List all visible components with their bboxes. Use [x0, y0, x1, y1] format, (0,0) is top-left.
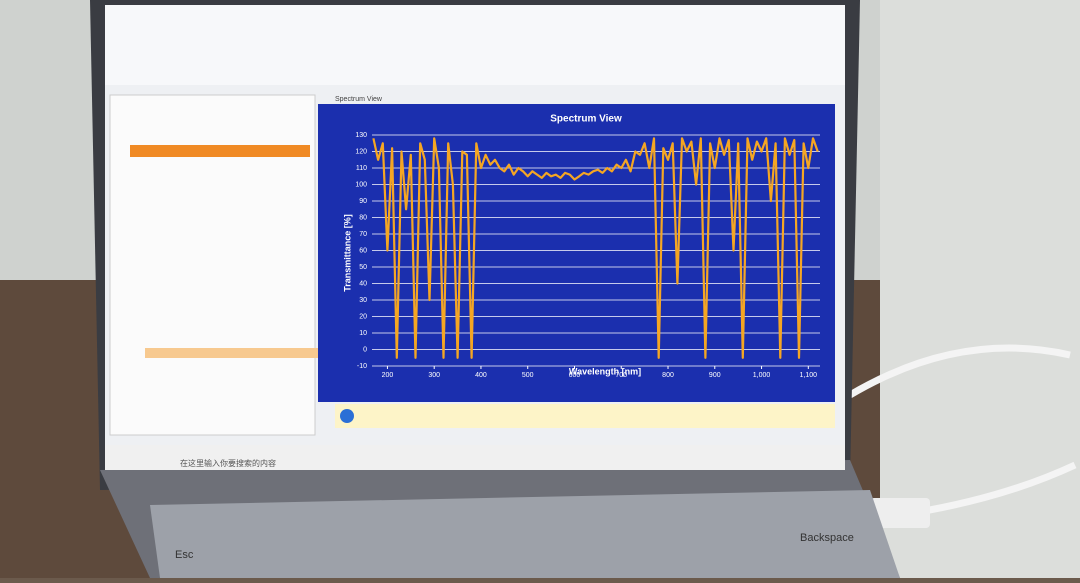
toolbar — [105, 5, 845, 85]
y-tick-label: 40 — [359, 280, 367, 287]
x-tick-label: 500 — [522, 372, 534, 379]
x-tick-label: 1,100 — [800, 372, 818, 379]
x-tick-label: 600 — [569, 372, 581, 379]
y-tick-label: 60 — [359, 247, 367, 254]
y-axis-label: Transmittance [%] — [342, 214, 352, 292]
plot: -10 0 10 20 30 40 50 60 70 80 90 100 110 120 130 200 300… — [355, 132, 820, 379]
y-tick-label: -10 — [357, 363, 367, 370]
y-tick-label: 130 — [355, 132, 367, 139]
y-tick-label: 10 — [359, 330, 367, 337]
y-tick-label: 0 — [363, 346, 367, 353]
x-axis-label: Wavelength [nm] — [569, 366, 641, 376]
info-bar — [335, 404, 835, 428]
taskbar — [105, 445, 845, 470]
y-tick-label: 20 — [359, 313, 367, 320]
y-tick-label: 90 — [359, 198, 367, 205]
y-tick-label: 120 — [355, 148, 367, 155]
y-tick-label: 30 — [359, 297, 367, 304]
key-label: Esc — [175, 549, 194, 561]
y-tick-label: 110 — [356, 165, 367, 172]
spectrum-line — [372, 137, 819, 359]
y-tick-label: 70 — [359, 231, 367, 238]
x-tick-label: 900 — [709, 372, 721, 379]
keyboard — [150, 490, 900, 578]
x-tick-label: 300 — [428, 372, 440, 379]
x-tick-label: 700 — [615, 372, 627, 379]
chart-title: Spectrum View — [550, 114, 622, 125]
tab-label: Spectrum View — [335, 96, 383, 103]
x-tick-label: 400 — [475, 372, 487, 379]
x-tick-label: 1,000 — [753, 372, 771, 379]
key-label: Backspace — [800, 532, 854, 544]
search-box: 在这里输入你要搜索的内容 — [180, 458, 276, 468]
y-tick-label: 80 — [359, 214, 367, 221]
chart-panel — [318, 104, 835, 402]
door — [880, 0, 1080, 578]
cable — [848, 344, 1071, 399]
x-tick-label: 200 — [382, 372, 394, 379]
x-tick-label: 800 — [662, 372, 674, 379]
selected-row — [130, 145, 310, 157]
y-tick-label: 50 — [359, 264, 367, 271]
info-icon — [340, 409, 354, 423]
plug — [870, 498, 930, 528]
selected-row — [145, 348, 325, 358]
y-tick-label: 100 — [355, 181, 367, 188]
